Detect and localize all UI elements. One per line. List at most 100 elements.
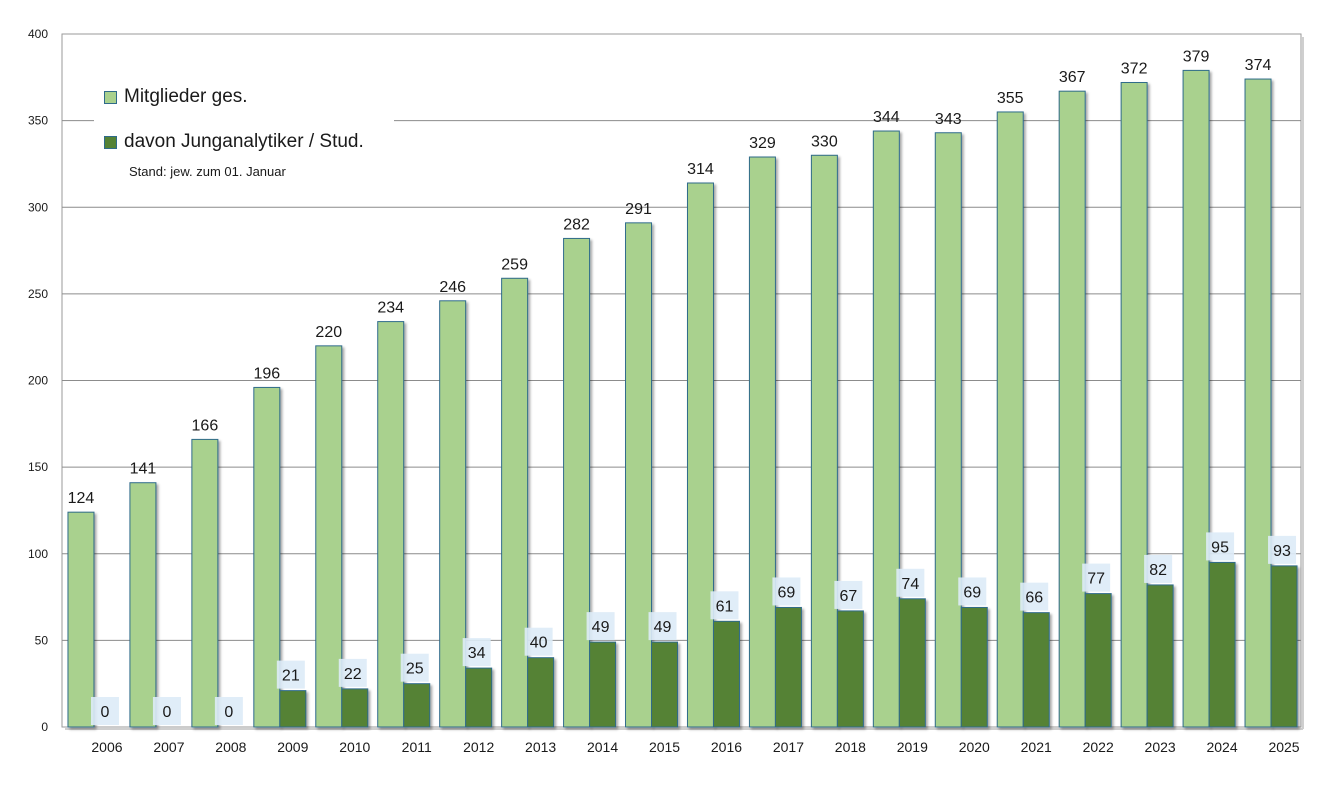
data-label-students: 61	[716, 598, 734, 615]
data-label-students: 0	[101, 704, 110, 721]
x-tick-label: 2017	[773, 739, 804, 755]
bars	[67, 69, 1298, 728]
bar-students	[960, 606, 988, 728]
bar-students	[1270, 565, 1298, 728]
data-label-students: 40	[530, 635, 548, 652]
data-label-box-students	[152, 697, 181, 725]
bar-students	[651, 641, 679, 728]
data-label-box-students	[338, 658, 367, 687]
bar-students	[527, 657, 555, 728]
x-tick-label: 2023	[1145, 739, 1176, 755]
x-tick-label: 2018	[835, 739, 866, 755]
bar-total	[1058, 90, 1086, 728]
y-tick-label: 250	[28, 287, 48, 301]
legend-item-total: Mitglieder ges.	[104, 86, 248, 108]
legend-label-total: Mitglieder ges.	[124, 86, 248, 107]
bar-total	[810, 154, 838, 728]
x-tick-label: 2012	[463, 739, 494, 755]
data-label-students: 95	[1211, 539, 1229, 556]
data-label-box-students	[276, 660, 305, 689]
bar-total	[191, 438, 219, 728]
data-label-box-students	[462, 638, 491, 667]
legend-swatch-total	[104, 90, 117, 104]
data-label-students: 22	[344, 666, 362, 683]
data-label-total: 372	[1121, 61, 1148, 78]
data-label-students: 49	[654, 619, 672, 636]
bar-students	[403, 683, 431, 728]
bar-total	[1244, 78, 1272, 728]
data-label-box-students	[1082, 563, 1111, 592]
data-label-box-students	[1268, 535, 1297, 564]
bar-total	[872, 130, 900, 728]
data-label-students: 0	[162, 704, 171, 721]
data-label-students: 67	[839, 588, 857, 605]
bar-total	[67, 511, 95, 728]
bar-total	[625, 222, 653, 728]
data-label-total: 291	[625, 201, 652, 218]
legend-note: Stand: jew. zum 01. Januar	[129, 164, 286, 179]
data-label-students: 69	[963, 584, 981, 601]
bar-students	[1084, 593, 1112, 728]
data-label-total: 329	[749, 135, 776, 152]
data-label-total: 344	[873, 109, 900, 126]
x-tick-label: 2019	[897, 739, 928, 755]
data-label-box-students	[400, 653, 429, 682]
data-label-box-students	[524, 627, 553, 656]
legend-label-students: davon Junganalytiker / Stud.	[124, 131, 364, 152]
data-label-students: 74	[901, 576, 919, 593]
y-tick-label: 0	[41, 720, 48, 734]
y-tick-label: 200	[28, 374, 48, 388]
x-tick-label: 2021	[1021, 739, 1052, 755]
data-label-box-students	[896, 568, 925, 597]
bar-students	[712, 620, 740, 728]
x-tick-label: 2009	[277, 739, 308, 755]
data-label-box-students	[772, 577, 801, 606]
x-tick-label: 2013	[525, 739, 556, 755]
x-tick-label: 2016	[711, 739, 742, 755]
data-label-total: 166	[192, 417, 219, 434]
data-label-students: 82	[1149, 562, 1167, 579]
data-label-box-students	[710, 591, 739, 620]
data-label-students: 25	[406, 661, 424, 678]
bar-students	[1146, 584, 1174, 728]
bar-total	[996, 111, 1024, 728]
y-tick-label: 350	[28, 114, 48, 128]
data-label-total: 246	[439, 279, 466, 296]
x-tick-label: 2015	[649, 739, 680, 755]
data-label-total: 282	[563, 216, 590, 233]
bar-total	[934, 132, 962, 728]
bar-total	[501, 277, 529, 728]
x-tick-label: 2024	[1206, 739, 1237, 755]
data-label-total: 367	[1059, 69, 1086, 86]
data-label-students: 49	[592, 619, 610, 636]
x-tick-label: 2014	[587, 739, 618, 755]
x-tick-label: 2022	[1083, 739, 1114, 755]
data-label-total: 141	[130, 461, 157, 478]
bar-students	[465, 667, 493, 728]
data-label-box-students	[586, 612, 615, 641]
data-label-students: 69	[778, 584, 796, 601]
data-label-total: 314	[687, 161, 714, 178]
data-label-total: 379	[1183, 48, 1210, 65]
bar-total	[686, 182, 714, 728]
data-label-box-students	[834, 580, 863, 609]
bar-total	[253, 386, 281, 728]
data-label-total: 220	[315, 324, 342, 341]
bar-students	[774, 606, 802, 728]
data-label-students: 77	[1087, 571, 1105, 588]
bar-total	[1182, 69, 1210, 728]
legend-swatch-students	[104, 135, 117, 149]
data-label-box-students	[1020, 582, 1049, 611]
data-label-total: 343	[935, 111, 962, 128]
data-label-students: 66	[1025, 590, 1043, 607]
bar-students	[341, 688, 369, 728]
bar-total	[748, 156, 776, 728]
data-label-total: 330	[811, 133, 838, 150]
data-label-box-students	[1144, 554, 1173, 583]
x-tick-label: 2020	[959, 739, 990, 755]
bar-students	[898, 598, 926, 728]
data-label-box-students	[214, 697, 243, 725]
bar-total	[315, 345, 343, 728]
